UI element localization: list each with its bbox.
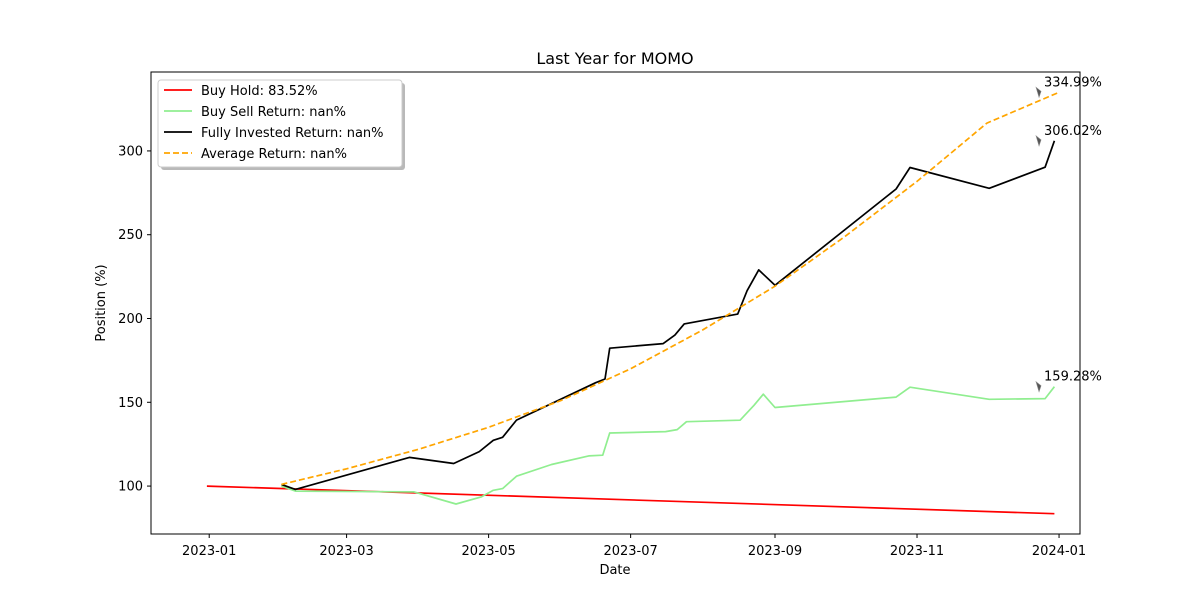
plot-frame (150, 71, 1081, 535)
y-tick-label: 250 (118, 228, 143, 243)
y-tick-label: 150 (118, 396, 143, 411)
x-tick-label: 2023-09 (748, 544, 802, 559)
legend-items: Buy Hold: 83.52% Buy Sell Return: nan% Ful… (164, 84, 384, 162)
series-line-buy-sell-return (281, 386, 1056, 505)
annotation-layer: 334.99% 306.02% 159.28% (1035, 75, 1102, 393)
legend-label: Buy Hold: 83.52% (201, 84, 318, 99)
series-line-buy-hold (206, 485, 1055, 515)
legend-box (157, 79, 403, 168)
annotation-label: 159.28% (1044, 370, 1102, 385)
y-axis-label: Position (%) (94, 264, 109, 341)
annotation-label: 306.02% (1044, 124, 1102, 139)
legend: Buy Hold: 83.52% Buy Sell Return: nan% Ful… (157, 79, 405, 170)
annotation-label: 334.99% (1044, 75, 1102, 90)
plot-area: 334.99% 306.02% 159.28% (150, 71, 1102, 535)
series-line-fully-invested-return (281, 140, 1056, 491)
x-tick-label: 2023-03 (319, 544, 373, 559)
x-tick-label: 2024-01 (1032, 544, 1086, 559)
annotation-arrow (1035, 135, 1042, 147)
legend-label: Buy Sell Return: nan% (201, 105, 346, 120)
x-tick-label: 2023-05 (461, 544, 515, 559)
annotation-arrow (1035, 86, 1042, 99)
x-axis-label: Date (599, 563, 630, 578)
x-tick-label: 2023-01 (182, 544, 236, 559)
y-tick-label: 200 (118, 312, 143, 327)
y-axis: 100 150 200 250 300 (118, 144, 151, 495)
x-tick-label: 2023-11 (890, 544, 944, 559)
legend-label: Average Return: nan% (201, 147, 347, 162)
y-tick-label: 300 (118, 144, 143, 159)
x-tick-label: 2023-07 (603, 544, 657, 559)
series-layer (206, 91, 1060, 515)
x-axis: 2023-01 2023-03 2023-05 2023-07 2023-09 2023-… (182, 534, 1086, 559)
legend-label: Fully Invested Return: nan% (201, 126, 384, 141)
chart-title: Last Year for MOMO (536, 49, 693, 68)
annotation-arrow (1035, 380, 1042, 393)
series-line-average-return (281, 91, 1060, 486)
y-tick-label: 100 (118, 480, 143, 495)
